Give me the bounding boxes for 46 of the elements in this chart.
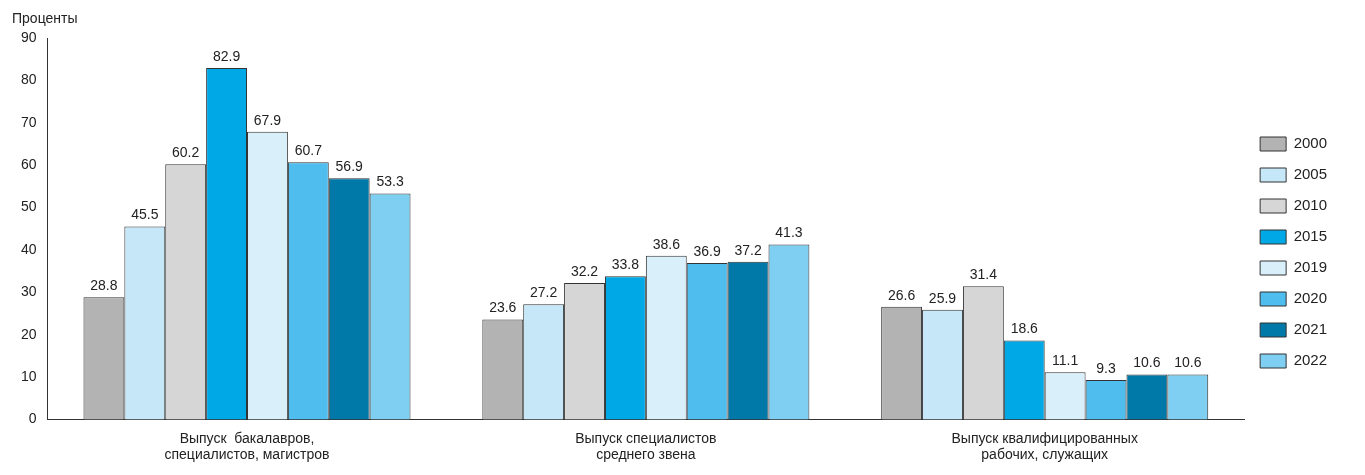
y-tick-label: 0 <box>28 410 37 427</box>
data-label: 53.3 <box>376 173 404 190</box>
x-tick-label: Выпуск квалифицированных рабочих, служащих <box>951 429 1138 463</box>
data-label: 60.7 <box>294 142 323 159</box>
data-label: 26.6 <box>887 286 916 303</box>
data-label: 33.8 <box>611 256 640 273</box>
y-tick-label: 90 <box>20 28 37 45</box>
data-label: 37.2 <box>734 241 762 258</box>
legend-label: 2005 <box>1293 165 1328 183</box>
data-label: 28.8 <box>90 277 118 294</box>
x-tick-label: Выпуск специалистов среднего звена <box>575 429 717 463</box>
data-label: 27.2 <box>530 283 558 300</box>
legend-label: 2015 <box>1293 227 1328 245</box>
data-label: 9.3 <box>1096 359 1116 376</box>
y-tick-label: 10 <box>20 367 37 384</box>
data-label: 45.5 <box>131 206 159 223</box>
data-label: 25.9 <box>928 289 957 306</box>
y-tick-label: 30 <box>20 283 37 300</box>
data-label: 36.9 <box>693 242 722 259</box>
y-tick-label: 70 <box>20 113 37 130</box>
y-axis-title: Проценты <box>12 9 78 26</box>
data-label: 41.3 <box>775 224 803 241</box>
y-tick-label: 20 <box>20 325 37 342</box>
y-tick-label: 40 <box>20 240 37 257</box>
legend-label: 2010 <box>1293 196 1328 214</box>
y-tick-label: 50 <box>20 198 37 215</box>
data-label: 67.9 <box>253 111 282 128</box>
data-label: 32.2 <box>570 262 599 279</box>
data-label: 18.6 <box>1010 320 1039 337</box>
y-tick-label: 80 <box>20 71 37 88</box>
legend-label: 2000 <box>1293 134 1328 152</box>
data-label: 10.6 <box>1174 354 1202 371</box>
data-label: 11.1 <box>1052 352 1079 369</box>
legend-label: 2021 <box>1293 320 1328 338</box>
legend-label: 2019 <box>1293 258 1328 276</box>
data-label: 38.6 <box>652 235 681 252</box>
x-tick-label: Выпуск бакалавров, специалистов, магистров <box>164 429 330 463</box>
data-label: 60.2 <box>172 144 200 161</box>
data-label: 23.6 <box>489 299 517 316</box>
data-label: 56.9 <box>335 158 364 175</box>
legend-label: 2020 <box>1293 289 1328 307</box>
y-tick-label: 60 <box>20 155 37 172</box>
data-label: 31.4 <box>969 266 998 283</box>
legend-label: 2022 <box>1293 351 1328 369</box>
data-label: 10.6 <box>1133 354 1161 371</box>
data-label: 82.9 <box>212 47 241 64</box>
